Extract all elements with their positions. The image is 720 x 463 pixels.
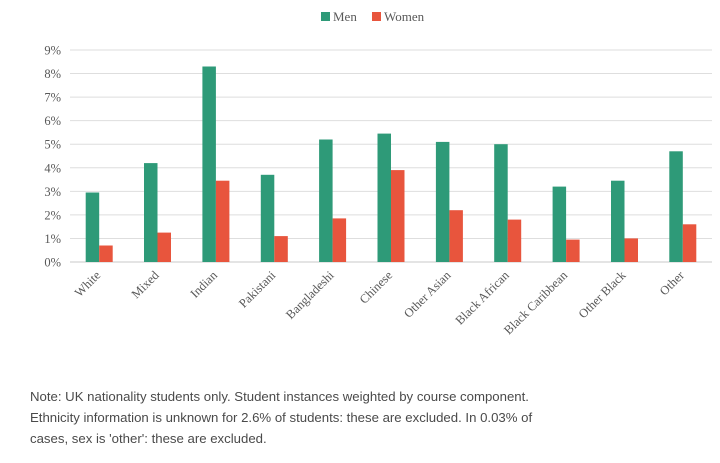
bar-women [624,238,638,262]
y-tick-label: 0% [44,256,61,270]
chart-legend: Men Women [321,9,425,24]
bar-women [391,170,405,262]
footnote-line-2: Ethnicity information is unknown for 2.6… [30,410,533,425]
x-axis-ticks: White Mixed Indian Pakistani Bangladeshi Chin… [72,268,688,338]
legend-label-men: Men [333,9,357,24]
bar-women [566,239,580,262]
bar-men [202,66,216,262]
x-tick-label: Other Asian [401,268,454,321]
x-tick-label: Other Black [576,268,629,321]
bar-men [319,139,333,262]
bar-women [274,236,288,262]
footnote-line-3: cases, sex is 'other': these are exclude… [30,431,267,446]
y-tick-label: 1% [44,232,61,246]
bar-men [494,144,508,262]
x-tick-label: Black African [453,268,513,328]
bar-men [377,133,391,262]
bar-men [611,180,625,262]
footnote: Note: UK nationality students only. Stud… [30,386,700,449]
x-tick-label: Bangladeshi [283,268,337,322]
x-tick-label: White [72,268,104,300]
y-tick-label: 2% [44,208,61,222]
bar-men [552,186,567,262]
x-tick-label: Mixed [129,268,163,302]
bar-women [449,210,463,262]
bar-men [85,192,100,262]
bar-women [99,245,113,262]
x-tick-label: Other [657,268,688,299]
bar-women [332,218,347,262]
x-tick-label: Pakistani [236,268,279,311]
legend-swatch-women [372,12,381,21]
bars [85,66,697,262]
bar-men [435,141,450,262]
bar-men [669,151,683,262]
y-tick-label: 4% [44,161,61,175]
y-tick-label: 3% [44,185,61,199]
bar-men [260,174,275,262]
y-tick-label: 9% [44,44,61,58]
y-tick-label: 5% [44,138,61,152]
x-tick-label: Chinese [357,268,396,307]
bar-women [682,224,697,262]
legend-label-women: Women [384,9,425,24]
y-tick-label: 7% [44,91,61,105]
y-axis-ticks: 0% 1% 2% 3% 4% 5% 6% 7% 8% 9% [44,44,61,270]
bar-women [157,232,171,262]
bar-women [507,219,522,262]
y-tick-label: 8% [44,67,61,81]
bar-men [144,163,158,262]
legend-swatch-men [321,12,330,21]
x-tick-label: Indian [188,268,221,301]
y-tick-label: 6% [44,114,61,128]
footnote-line-1: Note: UK nationality students only. Stud… [30,389,529,404]
bar-women [215,180,230,262]
bar-chart: Men Women 0% 1% 2% 3% 4% 5% 6% 7% 8% 9% White Mixe… [44,9,712,338]
